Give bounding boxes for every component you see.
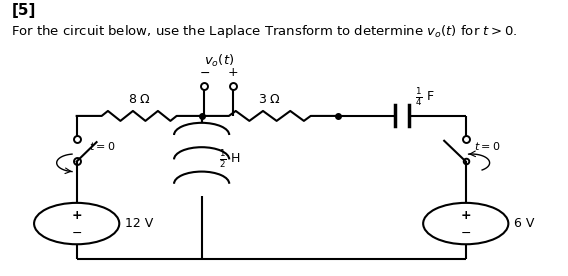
Text: 3 $\Omega$: 3 $\Omega$ — [258, 93, 281, 106]
Text: +: + — [72, 209, 82, 222]
Text: $-$: $-$ — [71, 226, 82, 239]
Text: $t = 0$: $t = 0$ — [474, 140, 500, 152]
Text: +: + — [461, 209, 471, 222]
Text: $-$: $-$ — [199, 66, 210, 79]
Text: For the circuit below, use the Laplace Transform to determine $v_o(t)$ for $t>0$: For the circuit below, use the Laplace T… — [11, 23, 517, 41]
Text: $t = 0$: $t = 0$ — [89, 140, 115, 152]
Text: $+$: $+$ — [227, 66, 239, 79]
Text: [5]: [5] — [11, 3, 36, 18]
Text: 8 $\Omega$: 8 $\Omega$ — [128, 93, 151, 106]
Text: $\frac{1}{2}$ H: $\frac{1}{2}$ H — [219, 148, 240, 170]
Text: 12 V: 12 V — [125, 217, 153, 230]
Text: $\frac{1}{4}$ F: $\frac{1}{4}$ F — [415, 86, 435, 108]
Text: $-$: $-$ — [460, 226, 471, 239]
Text: 6 V: 6 V — [514, 217, 534, 230]
Text: $v_o(t)$: $v_o(t)$ — [203, 53, 234, 69]
